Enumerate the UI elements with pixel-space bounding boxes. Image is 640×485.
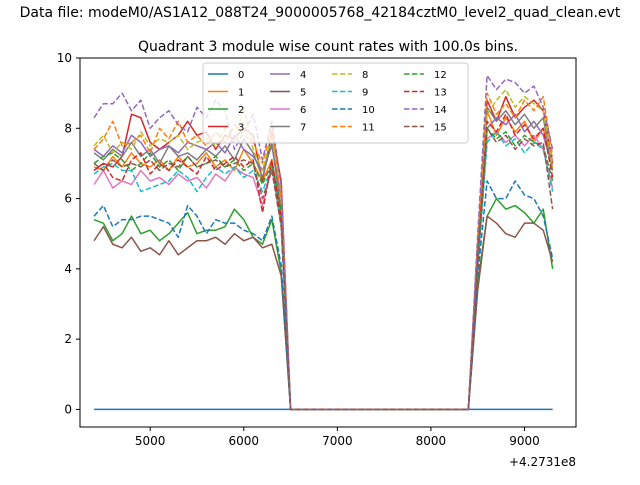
x-tick-label: 6000 — [229, 434, 260, 448]
series-line-module-1 — [93, 109, 554, 411]
series-line-module-8 — [93, 88, 554, 411]
legend-label-module-6: 6 — [300, 105, 306, 116]
series-line-module-5 — [93, 215, 554, 411]
y-tick-label: 0 — [64, 402, 72, 416]
legend-label-module-1: 1 — [238, 88, 244, 99]
x-tick-label: 7000 — [322, 434, 353, 448]
figure-suptitle: Data file: modeM0/AS1A12_088T24_90000057… — [20, 5, 621, 21]
legend-label-module-0: 0 — [238, 70, 244, 81]
series-line-module-15 — [93, 127, 554, 411]
series-line-module-10 — [93, 180, 554, 411]
series-line-module-12 — [93, 127, 554, 411]
series-line-module-7 — [93, 106, 554, 411]
legend-box — [202, 62, 469, 144]
y-tick-label: 6 — [64, 192, 72, 206]
series-line-module-14 — [93, 74, 554, 411]
series-line-module-13 — [93, 113, 554, 411]
legend-label-module-4: 4 — [300, 70, 306, 81]
series-line-module-2 — [93, 197, 554, 411]
series-line-module-6 — [93, 131, 554, 411]
y-tick-label: 8 — [64, 121, 72, 135]
legend-label-module-13: 13 — [434, 88, 447, 99]
legend-label-module-2: 2 — [238, 105, 244, 116]
x-offset-label: +4.2731e8 — [509, 455, 576, 469]
x-tick-label: 9000 — [509, 434, 540, 448]
legend-label-module-8: 8 — [362, 70, 368, 81]
legend-label-module-14: 14 — [434, 105, 447, 116]
legend-label-module-12: 12 — [434, 70, 447, 81]
legend-label-module-10: 10 — [362, 105, 375, 116]
legend-label-module-5: 5 — [300, 88, 306, 99]
legend-label-module-9: 9 — [362, 88, 368, 99]
legend-label-module-11: 11 — [362, 123, 375, 134]
legend-label-module-3: 3 — [238, 123, 244, 134]
plot-area-frame — [79, 57, 577, 428]
y-tick-label: 10 — [57, 51, 72, 65]
y-tick-label: 4 — [64, 262, 72, 276]
x-tick-label: 5000 — [135, 434, 166, 448]
x-tick-label: 8000 — [416, 434, 447, 448]
series-line-module-9 — [93, 131, 554, 411]
y-tick-label: 2 — [64, 332, 72, 346]
chart-title: Quadrant 3 module wise count rates with … — [138, 39, 518, 55]
legend-label-module-7: 7 — [300, 123, 306, 134]
legend-label-module-15: 15 — [434, 123, 447, 134]
